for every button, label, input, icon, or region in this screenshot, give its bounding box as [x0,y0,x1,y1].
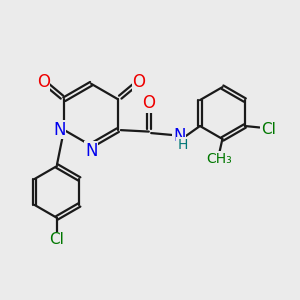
Text: O: O [142,94,155,112]
Text: H: H [177,138,188,152]
Text: O: O [37,73,50,91]
Text: O: O [133,73,146,91]
Text: N: N [173,127,185,145]
Text: N: N [53,121,66,139]
Text: Cl: Cl [50,232,64,247]
Text: CH₃: CH₃ [207,152,232,166]
Text: Cl: Cl [261,122,276,137]
Text: N: N [85,142,98,160]
